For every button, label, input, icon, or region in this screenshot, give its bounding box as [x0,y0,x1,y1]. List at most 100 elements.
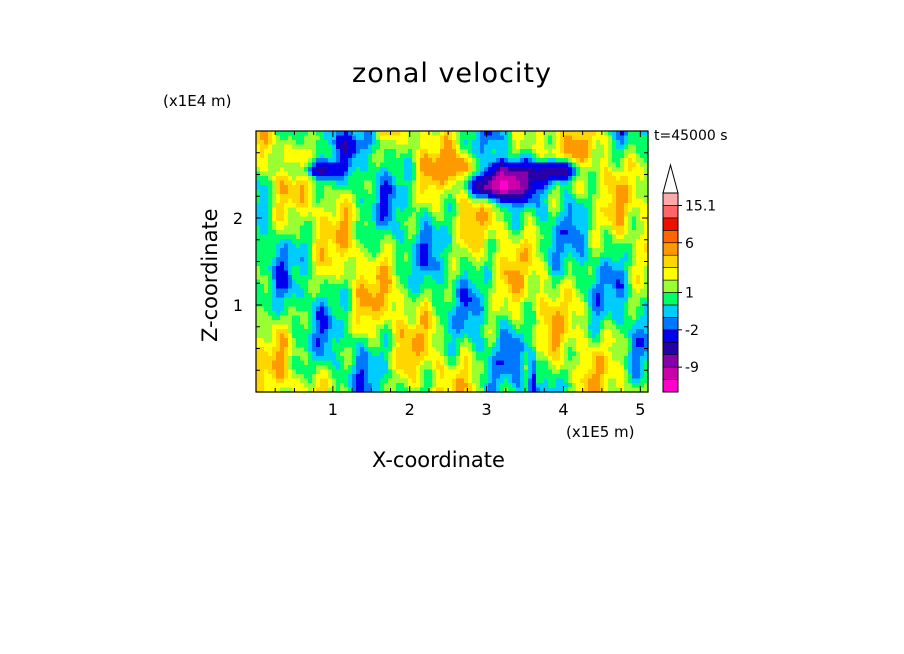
heatmap-cell [344,293,349,299]
heatmap-cell [580,311,585,317]
heatmap-cell [280,293,285,299]
heatmap-cell [336,288,341,294]
heatmap-cell [580,252,585,258]
heatmap-cell [324,266,329,272]
heatmap-cell [360,167,365,173]
heatmap-cell [360,198,365,204]
heatmap-cell [464,270,469,276]
heatmap-cell [616,284,621,290]
heatmap-cell [264,216,269,222]
heatmap-cell [468,131,473,137]
heatmap-cell [612,185,617,191]
heatmap-cell [372,351,377,357]
heatmap-cell [356,284,361,290]
heatmap-cell [440,324,445,330]
heatmap-cell [320,194,325,200]
heatmap-cell [364,306,369,312]
heatmap-cell [476,320,481,326]
heatmap-cell [564,167,569,173]
heatmap-cell [300,320,305,326]
heatmap-cell [572,306,577,312]
heatmap-cell [320,171,325,177]
heatmap-cell [292,306,297,312]
heatmap-cell [604,288,609,294]
heatmap-cell [616,320,621,326]
heatmap-cell [372,329,377,335]
heatmap-cell [628,275,633,281]
heatmap-cell [364,149,369,155]
heatmap-cell [572,261,577,267]
heatmap-cell [408,131,413,137]
heatmap-cell [468,302,473,308]
heatmap-cell [424,180,429,186]
heatmap-cell [488,288,493,294]
heatmap-cell [428,189,433,195]
heatmap-cell [520,320,525,326]
heatmap-cell [408,257,413,263]
heatmap-cell [376,279,381,285]
heatmap-cell [276,162,281,168]
heatmap-cell [336,171,341,177]
heatmap-cell [424,144,429,150]
heatmap-cell [416,194,421,200]
heatmap-cell [340,234,345,240]
heatmap-cell [452,176,457,182]
heatmap-cell [424,284,429,290]
heatmap-cell [636,297,641,303]
heatmap-cell [508,176,513,182]
heatmap-cell [460,266,465,272]
heatmap-cell [260,230,265,236]
heatmap-cell [396,356,401,362]
heatmap-cell [488,284,493,290]
heatmap-cell [404,153,409,159]
heatmap-cell [380,207,385,213]
heatmap-cell [516,194,521,200]
heatmap-cell [412,239,417,245]
heatmap-cell [600,149,605,155]
heatmap-cell [556,320,561,326]
heatmap-cell [292,356,297,362]
heatmap-cell [296,230,301,236]
heatmap-cell [548,279,553,285]
heatmap-cell [612,315,617,321]
heatmap-cell [412,140,417,146]
heatmap-cell [360,275,365,281]
heatmap-cell [496,302,501,308]
heatmap-cell [276,320,281,326]
heatmap-cell [612,338,617,344]
heatmap-cell [456,356,461,362]
heatmap-cell [368,212,373,218]
heatmap-cell [544,189,549,195]
heatmap-cell [552,198,557,204]
heatmap-cell [312,261,317,267]
heatmap-cell [484,288,489,294]
heatmap-cell [576,297,581,303]
heatmap-cell [324,338,329,344]
heatmap-cell [280,162,285,168]
heatmap-cell [440,153,445,159]
heatmap-cell [480,342,485,348]
heatmap-cell [636,198,641,204]
heatmap-cell [572,275,577,281]
heatmap-cell [396,257,401,263]
heatmap-cell [416,351,421,357]
heatmap-cell [632,284,637,290]
heatmap-cell [272,284,277,290]
heatmap-cell [588,302,593,308]
heatmap-cell [300,338,305,344]
heatmap-cell [388,194,393,200]
heatmap-cell [460,257,465,263]
heatmap-cell [556,167,561,173]
heatmap-cell [580,257,585,263]
heatmap-cell [528,306,533,312]
heatmap-cell [444,234,449,240]
heatmap-cell [424,153,429,159]
heatmap-cell [272,158,277,164]
heatmap-cell [432,171,437,177]
heatmap-cell [476,167,481,173]
heatmap-cell [468,293,473,299]
heatmap-cell [396,225,401,231]
heatmap-cell [532,162,537,168]
heatmap-cell [592,144,597,150]
heatmap-cell [548,131,553,137]
